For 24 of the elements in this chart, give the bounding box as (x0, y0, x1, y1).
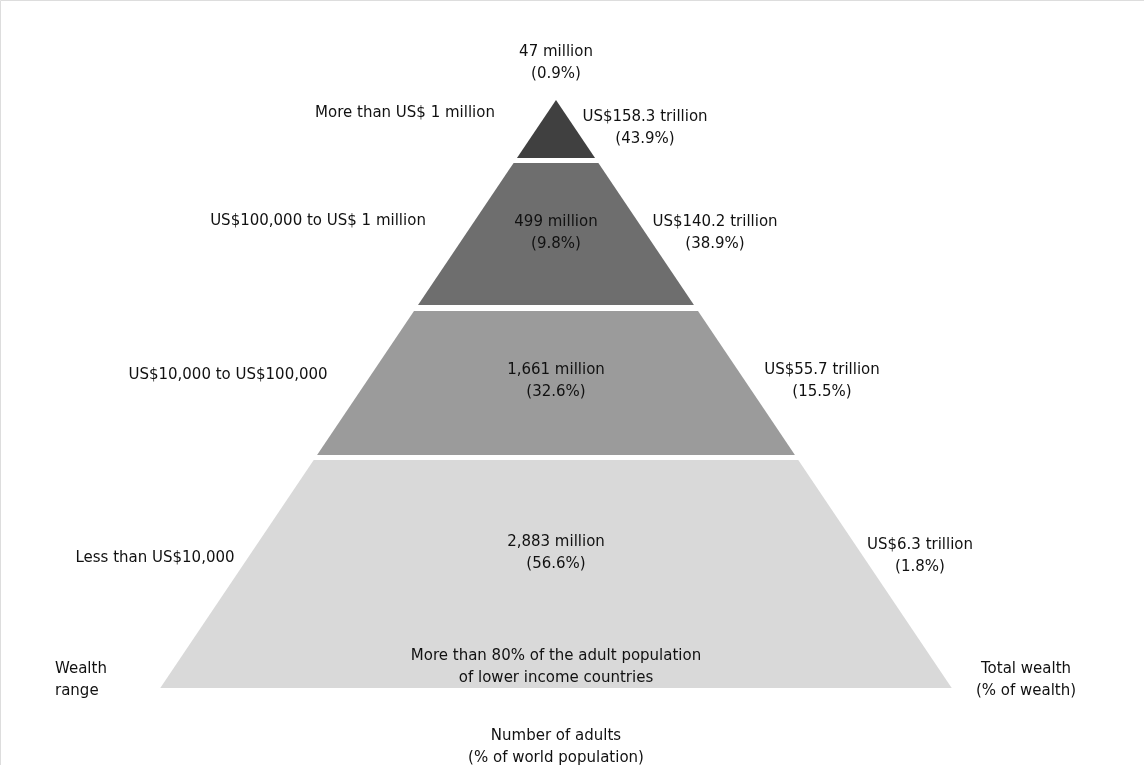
text: More than 80% of the adult population of lower income countries (410, 646, 702, 686)
data-label: US$158.3 trillion (582, 107, 708, 125)
data-label: (56.6%) (526, 554, 586, 572)
data-label: US$140.2 trillion (652, 212, 778, 230)
category-label: US$10,000 to US$100,000 (128, 365, 328, 383)
data-label: US$6.3 trillion (866, 535, 974, 553)
data-label: 47 million (519, 42, 593, 60)
text: Total wealth (% of wealth) (975, 659, 1077, 699)
category-label: Less than US$10,000 (75, 548, 235, 566)
data-label: 499 million (514, 212, 598, 230)
data-label: US$55.7 trillion (764, 360, 880, 378)
category-label: More than US$ 1 million (315, 103, 495, 121)
data-label: 1,661 million (507, 360, 605, 378)
text: Wealth range (55, 659, 107, 699)
data-label: (15.5%) (792, 382, 852, 400)
data-label: 2,883 million (507, 532, 605, 550)
data-label: (43.9%) (615, 129, 675, 147)
data-label: (1.8%) (895, 557, 945, 575)
data-label: (32.6%) (526, 382, 586, 400)
data-label: (9.8%) (531, 234, 581, 252)
category-label: US$100,000 to US$ 1 million (210, 211, 426, 229)
data-label: (0.9%) (531, 64, 581, 82)
data-label: (38.9%) (685, 234, 745, 252)
text: Number of adults (% of world population) (468, 726, 644, 765)
